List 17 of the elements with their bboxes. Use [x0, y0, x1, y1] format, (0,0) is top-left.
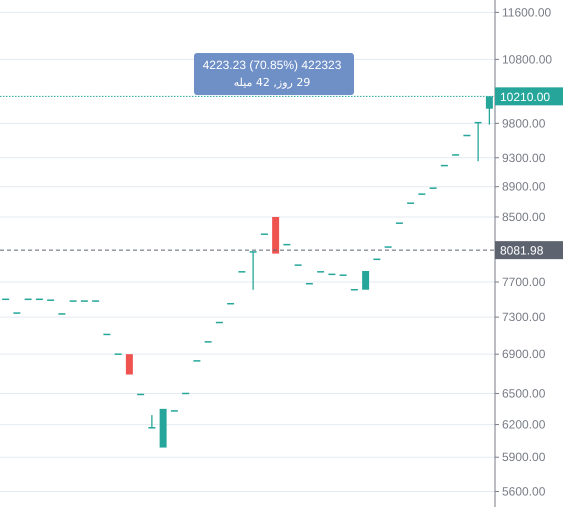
- y-tick-label: 5600.00: [502, 484, 546, 499]
- y-tick-label: 6900.00: [502, 347, 546, 362]
- y-tick-label: 6500.00: [502, 386, 546, 400]
- y-tick-label: 9800.00: [502, 116, 546, 130]
- annotation: 29 روز, 42 میله: [234, 76, 310, 89]
- y-tick-label: 8900.00: [502, 180, 546, 194]
- y-tick-label: 6200.00: [502, 418, 546, 432]
- y-tick-label: 8500.00: [502, 210, 546, 224]
- y-tick-label: 10800.00: [502, 52, 552, 66]
- ref-line-label: 8081.98: [500, 244, 544, 258]
- y-tick-label: 9300.00: [502, 150, 546, 165]
- ref-line-label: 10210.00: [500, 90, 550, 104]
- annotation: 4223.23 (70.85%) 422323: [202, 58, 342, 72]
- y-tick-label: 11600.00: [502, 5, 552, 20]
- y-tick-label: 5900.00: [502, 450, 546, 464]
- y-tick-label: 7300.00: [502, 310, 546, 324]
- y-tick-label: 7700.00: [502, 275, 546, 289]
